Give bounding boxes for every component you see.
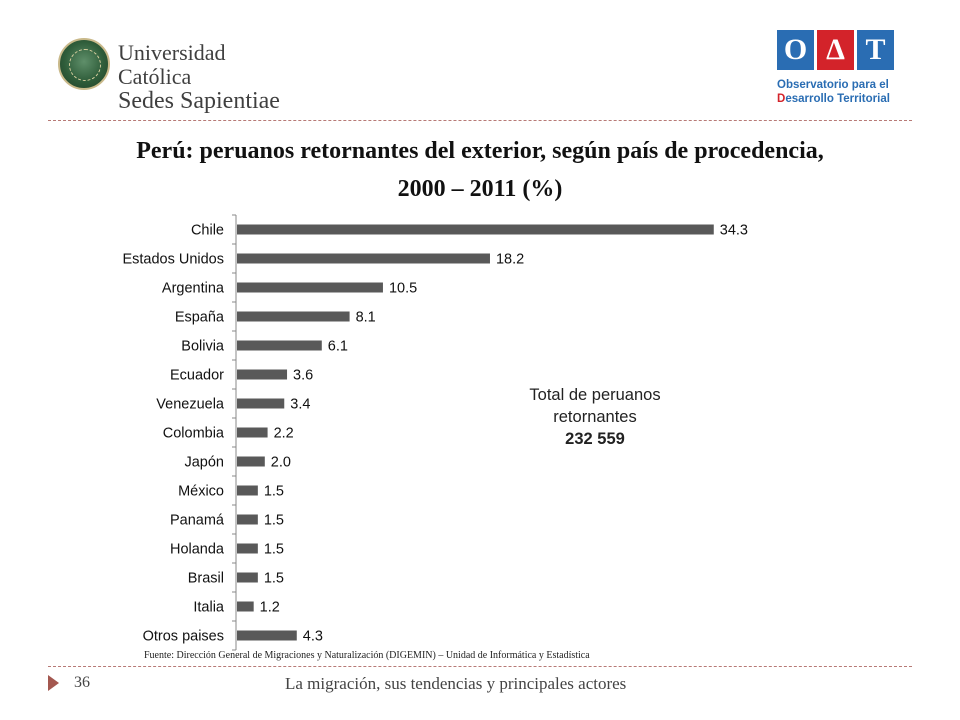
university-seal-icon [58,38,110,90]
odt-subtitle-initial: D [777,93,786,105]
bar [237,514,258,525]
category-label: Holanda [170,542,225,558]
bar-value-label: 1.2 [260,600,280,616]
odt-letter-delta: Δ [817,30,854,70]
bar [237,224,714,235]
category-label: Estados Unidos [122,252,224,268]
bar [237,282,383,293]
category-label: España [175,310,225,326]
bar-value-label: 2.0 [271,455,291,471]
bar-value-label: 8.1 [356,310,376,326]
category-label: Venezuela [156,397,225,413]
odt-letter-o: O [777,30,814,70]
bar [237,369,288,380]
bar-value-label: 1.5 [264,484,284,500]
odt-letter-t: T [857,30,894,70]
university-name-line1: Universidad Católica [118,40,226,89]
bar-value-label: 1.5 [264,542,284,558]
category-label: Panamá [170,513,225,529]
bar [237,485,258,496]
odt-subtitle-line2: esarrollo Territorial [785,93,890,105]
bar-value-label: 34.3 [720,223,748,239]
category-label: Otros paises [143,629,224,645]
category-label: México [178,484,224,500]
footer-bullet-icon [48,675,59,691]
category-label: Brasil [188,571,224,587]
bar-value-label: 6.1 [328,339,348,355]
bar-value-label: 1.5 [264,571,284,587]
bar [237,311,350,322]
category-label: Bolivia [181,339,225,355]
bar [237,456,265,467]
bar [237,543,258,554]
category-label: Chile [191,223,224,239]
category-label: Colombia [163,426,225,442]
bar-value-label: 10.5 [389,281,417,297]
odt-subtitle-line1: Observatorio para el [777,79,889,91]
total-value: 232 559 [565,430,625,448]
category-label: Italia [193,600,225,616]
bar-value-label: 2.2 [274,426,294,442]
bar-value-label: 3.6 [293,368,313,384]
category-label: Argentina [162,281,225,297]
bar [237,398,285,409]
total-annotation: Total de peruanos retornantes 232 559 [480,384,710,450]
footer-text: La migración, sus tendencias y principal… [285,674,627,693]
total-label-line1: Total de peruanos [529,386,661,404]
bottom-divider [48,666,912,667]
bar-value-label: 18.2 [496,252,524,268]
chart-title: Perú: peruanos retornantes del exterior,… [60,132,900,208]
bar-value-label: 1.5 [264,513,284,529]
university-name-line2: Sedes Sapientiae [118,88,280,114]
university-logo: Universidad Católica Sedes Sapientiae [58,38,288,113]
bar-value-label: 3.4 [290,397,310,413]
top-divider [48,120,912,121]
bar [237,572,258,583]
category-label: Japón [184,455,224,471]
total-label-line2: retornantes [553,408,637,426]
chart-title-line1: Perú: peruanos retornantes del exterior,… [136,138,824,164]
odt-logo: O Δ T Observatorio para el Desarrollo Te… [777,30,897,110]
bar-value-label: 4.3 [303,629,323,645]
page-number: 36 [74,674,90,691]
bar [237,427,268,438]
source-note: Fuente: Dirección General de Migraciones… [144,650,590,661]
bar [237,601,254,612]
bar [237,340,322,351]
chart-title-line2: 2000 – 2011 (%) [397,176,563,202]
bar [237,253,490,264]
category-label: Ecuador [170,368,224,384]
bar [237,630,297,641]
